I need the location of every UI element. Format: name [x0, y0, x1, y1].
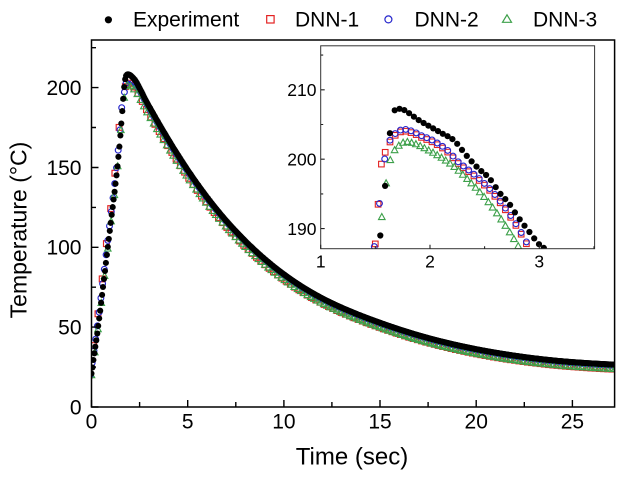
svg-text:100: 100 — [46, 237, 81, 260]
svg-text:Time (sec): Time (sec) — [296, 444, 408, 471]
svg-text:DNN-3: DNN-3 — [533, 8, 597, 31]
svg-text:Experiment: Experiment — [133, 8, 239, 31]
svg-text:DNN-1: DNN-1 — [295, 8, 359, 31]
svg-text:5: 5 — [182, 411, 194, 434]
svg-text:200: 200 — [287, 149, 316, 169]
svg-text:2: 2 — [425, 252, 435, 272]
svg-text:190: 190 — [287, 219, 316, 239]
svg-text:25: 25 — [561, 411, 584, 434]
svg-text:20: 20 — [465, 411, 488, 434]
svg-text:DNN-2: DNN-2 — [415, 8, 479, 31]
svg-text:210: 210 — [287, 80, 316, 100]
svg-text:10: 10 — [272, 411, 295, 434]
svg-text:3: 3 — [534, 252, 544, 272]
svg-text:0: 0 — [86, 411, 98, 434]
svg-text:1: 1 — [316, 252, 326, 272]
svg-text:Temperature (°C): Temperature (°C) — [6, 142, 32, 319]
svg-text:150: 150 — [46, 157, 81, 180]
svg-text:15: 15 — [368, 411, 391, 434]
svg-text:50: 50 — [58, 317, 81, 340]
svg-text:0: 0 — [70, 396, 82, 419]
svg-text:200: 200 — [46, 77, 81, 100]
